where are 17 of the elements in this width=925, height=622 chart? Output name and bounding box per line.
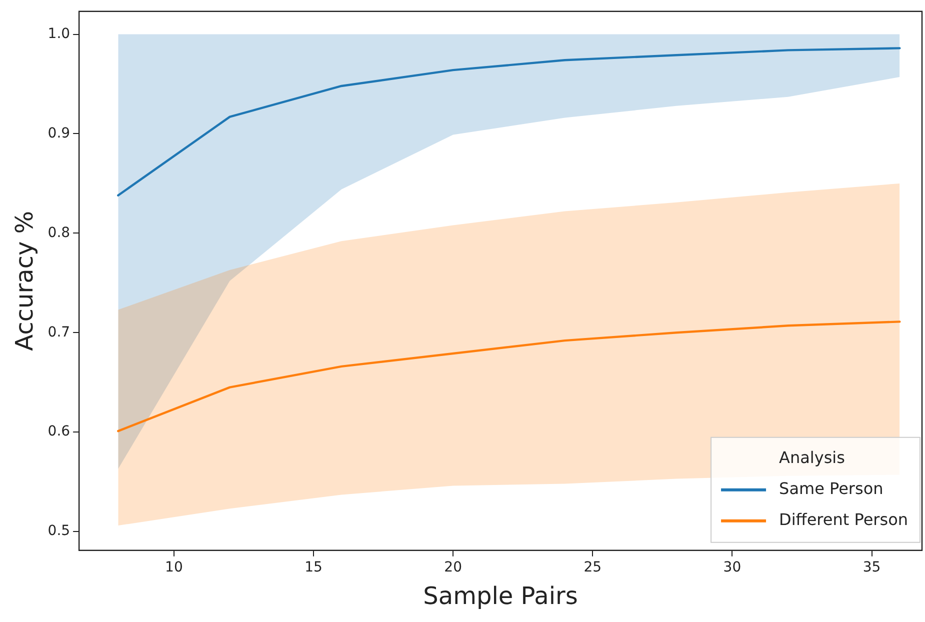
legend-label: Same Person xyxy=(779,479,884,498)
y-tick-label: 0.6 xyxy=(48,424,70,440)
y-tick-label: 0.9 xyxy=(48,125,70,142)
x-axis-title: Sample Pairs xyxy=(423,582,578,610)
x-tick-label: 10 xyxy=(165,559,183,576)
legend-label: Different Person xyxy=(779,510,908,530)
y-tick-label: 0.8 xyxy=(48,224,70,241)
x-tick-label: 20 xyxy=(444,559,462,576)
x-tick-label: 35 xyxy=(862,559,881,576)
y-tick-label: 0.7 xyxy=(48,324,70,340)
legend-title: Analysis xyxy=(779,448,845,468)
y-axis-title: Accuracy % xyxy=(10,210,39,351)
x-tick-label: 25 xyxy=(584,559,602,576)
x-tick-label: 15 xyxy=(304,559,322,576)
y-tick-label: 1.0 xyxy=(48,26,70,42)
x-tick-label: 30 xyxy=(723,559,742,576)
y-tick-label: 0.5 xyxy=(48,523,70,540)
